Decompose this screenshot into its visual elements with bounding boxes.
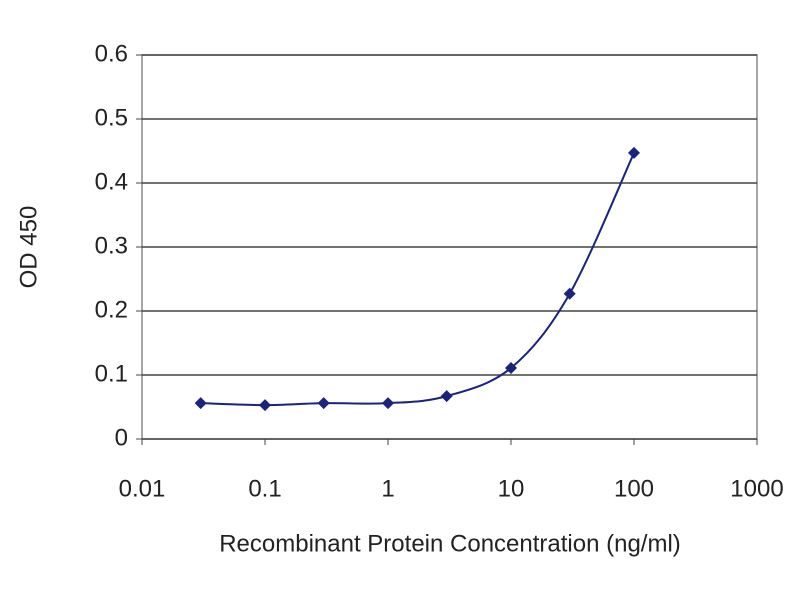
x-tick-label: 100	[614, 475, 654, 502]
y-axis-title: OD 450	[15, 206, 42, 289]
y-tick-label: 0.1	[95, 360, 128, 387]
data-point	[194, 397, 207, 410]
y-tick-label: 0.2	[95, 296, 128, 323]
x-tick-label: 1	[381, 475, 394, 502]
y-tick-label: 0.4	[95, 168, 128, 195]
data-point	[505, 361, 517, 374]
y-tick-label: 0.5	[95, 104, 128, 131]
y-tick-label: 0	[115, 424, 128, 451]
x-axis-title: Recombinant Protein Concentration (ng/ml…	[219, 530, 681, 557]
x-tick-label: 1000	[730, 475, 783, 502]
data-point	[382, 397, 394, 410]
y-tick-label: 0.3	[95, 232, 128, 259]
x-tick-label: 0.01	[119, 475, 166, 502]
data-point	[317, 397, 330, 410]
x-tick-label: 10	[498, 475, 525, 502]
data-point	[628, 146, 640, 159]
x-tick-label: 0.1	[248, 475, 281, 502]
y-tick-label: 0.6	[95, 40, 128, 67]
data-point	[440, 390, 453, 403]
data-point	[563, 287, 576, 300]
series-line	[200, 152, 635, 407]
data-point	[259, 399, 271, 412]
